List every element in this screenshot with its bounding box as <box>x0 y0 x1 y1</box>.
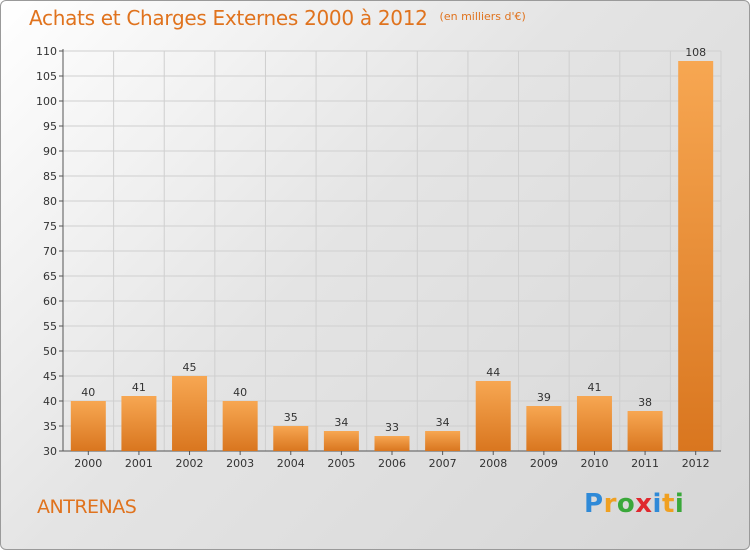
chart-title: Achats et Charges Externes 2000 à 2012 (e… <box>29 6 526 30</box>
x-tick-label: 2008 <box>479 457 507 470</box>
bar <box>627 411 663 451</box>
y-tick-label: 70 <box>43 245 57 258</box>
data-label: 41 <box>587 381 601 394</box>
data-label: 44 <box>486 366 500 379</box>
data-label: 33 <box>385 421 399 434</box>
data-label: 40 <box>233 386 247 399</box>
labels: 30 35 40 45 50 55 60 65 70 75 80 85 90 95 100 105 110 40 2… <box>36 45 710 470</box>
bar <box>273 426 309 451</box>
y-tick-label: 35 <box>43 420 57 433</box>
grid-lines <box>62 50 722 451</box>
x-tick-label: 2004 <box>277 457 305 470</box>
bar <box>70 401 106 451</box>
x-tick-label: 2011 <box>631 457 659 470</box>
bar <box>172 376 208 451</box>
y-tick-label: 50 <box>43 345 57 358</box>
bar <box>475 381 511 451</box>
bars <box>70 61 714 451</box>
y-tick-label: 105 <box>36 70 57 83</box>
axes <box>59 49 721 455</box>
x-tick-label: 2009 <box>530 457 558 470</box>
y-tick-label: 90 <box>43 145 57 158</box>
bar <box>576 396 612 451</box>
x-tick-label: 2012 <box>682 457 710 470</box>
logo-letter: r <box>603 489 617 519</box>
y-tick-label: 80 <box>43 195 57 208</box>
y-tick-label: 100 <box>36 95 57 108</box>
data-label: 34 <box>436 416 450 429</box>
y-tick-label: 40 <box>43 395 57 408</box>
y-tick-label: 85 <box>43 170 57 183</box>
y-tick-label: 45 <box>43 370 57 383</box>
x-tick-label: 2010 <box>580 457 608 470</box>
data-label: 45 <box>183 361 197 374</box>
data-label: 40 <box>81 386 95 399</box>
chart-unit-label: (en milliers d'€) <box>439 10 526 23</box>
x-tick-label: 2007 <box>429 457 457 470</box>
logo-letter: P <box>584 489 604 519</box>
x-tick-label: 2000 <box>74 457 102 470</box>
data-label: 39 <box>537 391 551 404</box>
y-tick-label: 65 <box>43 270 57 283</box>
data-label: 108 <box>685 46 706 59</box>
y-tick-label: 75 <box>43 220 57 233</box>
commune-name: ANTRENAS <box>37 496 137 518</box>
bar <box>323 431 359 451</box>
logo-letter: i <box>652 489 662 519</box>
x-tick-label: 2003 <box>226 457 254 470</box>
bar <box>678 61 714 451</box>
x-tick-label: 2006 <box>378 457 406 470</box>
bar <box>526 406 562 451</box>
data-label: 35 <box>284 411 298 424</box>
bar <box>374 436 410 451</box>
data-label: 38 <box>638 396 652 409</box>
logo-letter: o <box>616 489 636 519</box>
proxiti-logo: Proxiti <box>584 489 684 519</box>
x-tick-label: 2005 <box>327 457 355 470</box>
bar <box>425 431 461 451</box>
y-tick-label: 55 <box>43 320 57 333</box>
logo-letter: i <box>674 489 685 519</box>
data-label: 34 <box>334 416 348 429</box>
x-tick-label: 2001 <box>125 457 153 470</box>
bar <box>121 396 157 451</box>
y-tick-label: 95 <box>43 120 57 133</box>
logo-letter: t <box>661 489 675 519</box>
y-tick-label: 60 <box>43 295 57 308</box>
chart-title-text: Achats et Charges Externes 2000 à 2012 <box>29 6 428 30</box>
data-label: 41 <box>132 381 146 394</box>
y-tick-label: 110 <box>36 45 57 58</box>
x-tick-label: 2002 <box>176 457 204 470</box>
y-tick-label: 30 <box>43 445 57 458</box>
logo-letter: x <box>635 489 653 519</box>
bar <box>222 401 258 451</box>
